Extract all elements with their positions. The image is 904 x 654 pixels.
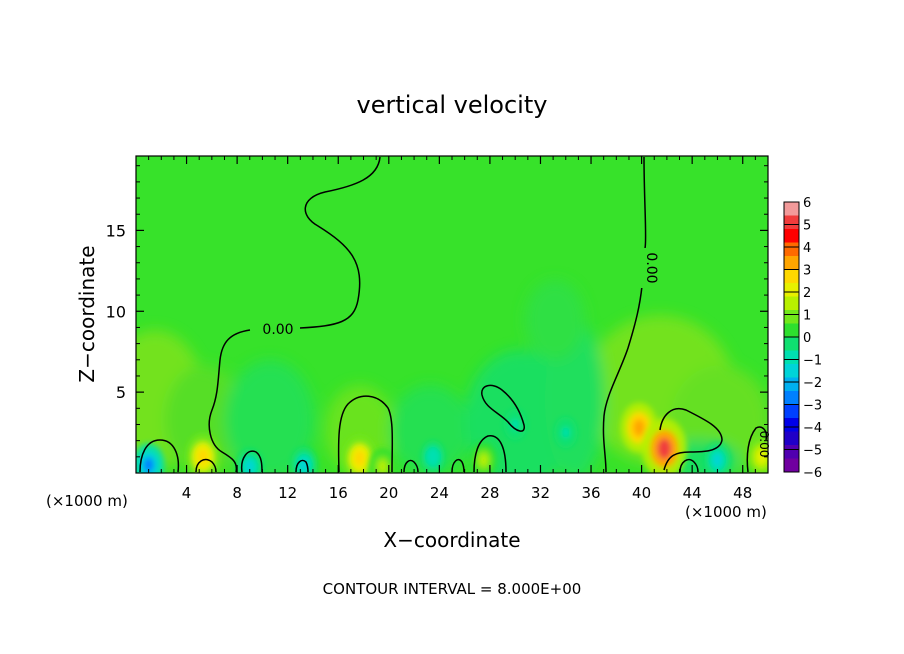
colorbar-label: −4: [803, 421, 822, 436]
colorbar-label: 1: [803, 309, 811, 324]
x-tick-label: 32: [531, 484, 550, 502]
velocity-cell-1: [136, 443, 165, 473]
colorbar-label: −5: [803, 444, 822, 459]
zero-contour-loop-29: [481, 384, 525, 432]
colorbar-swatch: [784, 229, 799, 243]
colorbar-label: 5: [803, 219, 811, 234]
colorbar-label: −2: [803, 376, 822, 391]
colorbar-swatch: [784, 323, 799, 338]
zero-contour-right-lobe: [659, 408, 723, 471]
x-tick-label: 36: [581, 484, 600, 502]
zero-contour-edge: [746, 426, 768, 473]
x-tick-label: 8: [232, 484, 242, 502]
velocity-cell-5: [342, 435, 378, 473]
colorbar-label: −1: [803, 354, 822, 369]
x-tick-label: 28: [480, 484, 499, 502]
velocity-cell-2: [185, 433, 221, 473]
velocity-cell-10: [554, 416, 578, 449]
zero-contour-bump-18: [337, 395, 394, 473]
colorbar-swatch: [784, 350, 799, 365]
contour-interval-text: CONTOUR INTERVAL = 8.000E+00: [323, 580, 582, 598]
x-tick-label: 48: [733, 484, 752, 502]
x-tick-label: 44: [683, 484, 702, 502]
y-axis-label: Z−coordinate: [75, 245, 99, 382]
velocity-cell-4: [290, 446, 318, 473]
velocity-cell-12: [641, 418, 687, 473]
colorbar: 6 5 4 3 2 1 0 −1 −2 −3 −4 −5 −6: [783, 196, 822, 481]
x-tick-label: 20: [379, 484, 398, 502]
colorbar-swatch: [784, 445, 799, 459]
colorbar-swatch: [784, 256, 799, 270]
contour-label-left: 0.00: [262, 322, 293, 338]
colorbar-swatch: [784, 296, 799, 311]
x-axis: 4 8 12 16 20 24 28 32 36 40 44 48: [148, 156, 756, 502]
x-unit-left: (×1000 m): [46, 492, 128, 510]
colorbar-swatch: [784, 283, 799, 297]
y-tick-label: 15: [106, 221, 126, 240]
colorbar-swatch: [784, 391, 799, 405]
velocity-cell-7: [420, 440, 446, 473]
colorbar-label: −3: [803, 399, 822, 414]
contour-label-edge: 0.00: [757, 431, 771, 458]
zero-contour-small-7: [679, 458, 699, 473]
colorbar-swatch: [784, 431, 799, 446]
zero-contour-small-1: [139, 439, 180, 473]
colorbar-swatch: [784, 242, 799, 257]
x-axis-label: X−coordinate: [383, 528, 520, 552]
contour-label-right: 0.00: [643, 252, 659, 283]
colorbar-label: 3: [803, 264, 811, 279]
y-tick-label: 10: [106, 302, 126, 321]
colorbar-swatch: [784, 458, 799, 473]
colorbar-swatch: [784, 202, 799, 216]
colorbar-label: 2: [803, 286, 811, 301]
feature-layer: [136, 402, 768, 473]
zero-contour-bump-28: [473, 435, 507, 473]
zero-contour-small-4: [295, 459, 309, 473]
x-unit-right: (×1000 m): [685, 503, 767, 521]
y-axis: 5 10 15: [106, 165, 768, 458]
zero-contour-small-5: [403, 459, 419, 473]
colorbar-label: 0: [803, 331, 811, 346]
colorbar-swatch: [784, 418, 799, 432]
zero-contours: [139, 156, 768, 473]
zero-contour-small-6: [451, 458, 465, 473]
colorbar-swatch: [784, 269, 799, 284]
y-tick-label: 5: [116, 383, 126, 402]
zero-contour-small-3: [240, 450, 263, 473]
colorbar-swatch: [784, 215, 799, 230]
colorbar-swatch: [784, 364, 799, 378]
colorbar-label: 4: [803, 241, 811, 256]
velocity-cell-9: [503, 408, 527, 441]
colorbar-label: −6: [803, 466, 822, 481]
colorbar-swatch: [784, 310, 799, 324]
colorbar-label: 6: [803, 196, 811, 211]
contour-labels: 0.00 0.00 0.00: [256, 248, 771, 457]
x-tick-label: 4: [182, 484, 192, 502]
colorbar-swatch: [784, 404, 799, 419]
zero-contour-right: [602, 156, 647, 473]
chart-title: vertical velocity: [357, 91, 548, 119]
colorbar-swatch: [784, 337, 799, 351]
zero-contour-small-2: [195, 458, 217, 473]
velocity-cell-14: [746, 436, 768, 473]
zero-contour-left: [208, 156, 381, 473]
velocity-cell-3: [236, 448, 264, 473]
x-tick-label: 40: [632, 484, 651, 502]
x-tick-label: 16: [329, 484, 348, 502]
x-tick-label: 12: [278, 484, 297, 502]
x-tick-label: 24: [430, 484, 449, 502]
colorbar-swatch: [784, 377, 799, 392]
